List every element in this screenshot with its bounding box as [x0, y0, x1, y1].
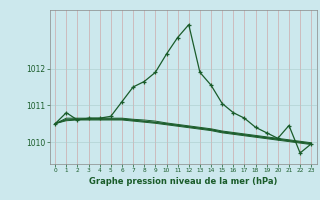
X-axis label: Graphe pression niveau de la mer (hPa): Graphe pression niveau de la mer (hPa)	[89, 177, 277, 186]
